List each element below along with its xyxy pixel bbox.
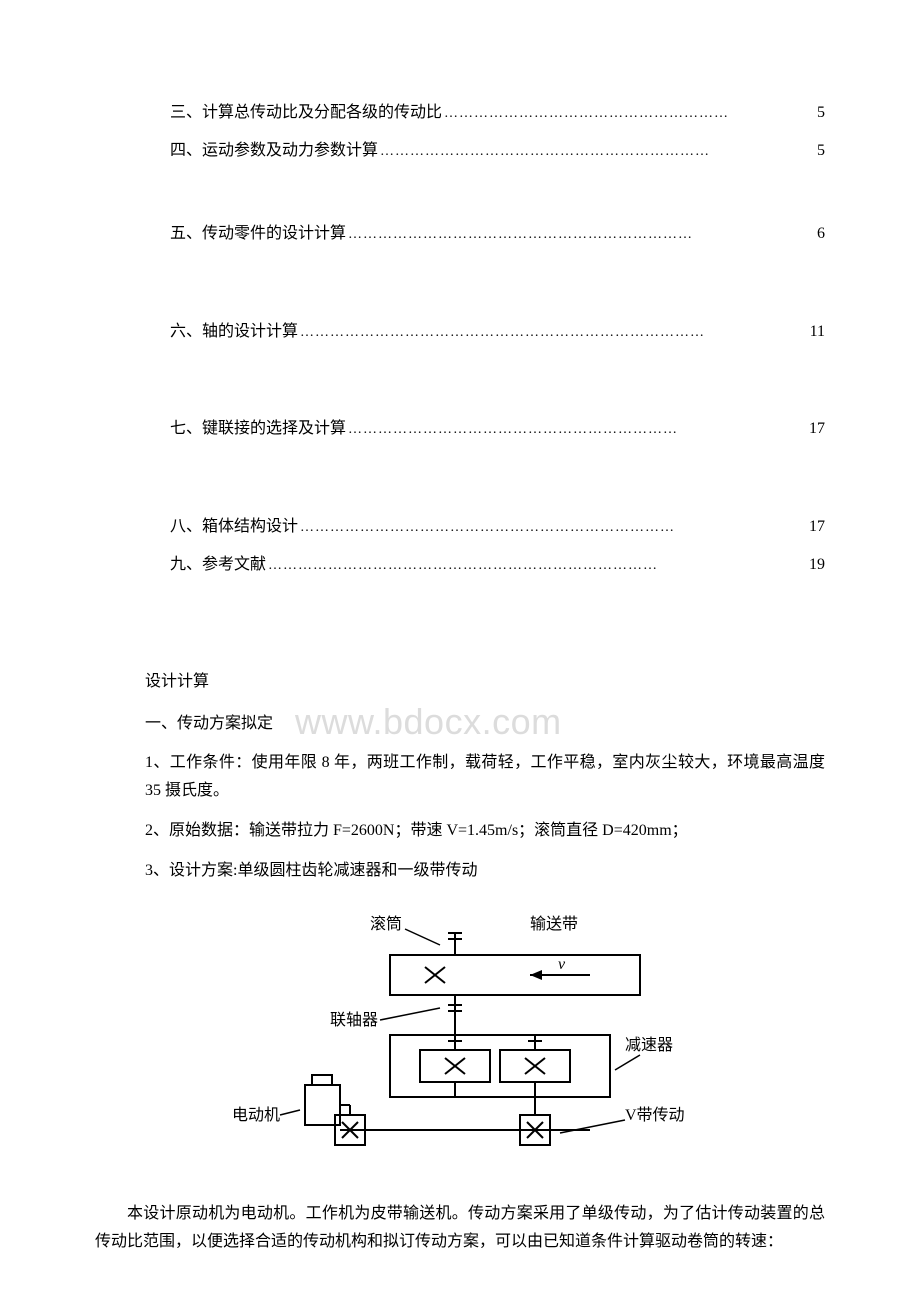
paragraph-4: 本设计原动机为电动机。工作机为皮带输送机。传动方案采用了单级传动，为了估计传动装… (95, 1200, 825, 1256)
toc-item: 四、运动参数及动力参数计算 ………………………………………………………… 5 (170, 138, 825, 164)
label-belt: 输送带 (530, 915, 578, 933)
toc-label: 五、传动零件的设计计算 (170, 221, 346, 247)
toc-dots: …………………………………………………………… (346, 224, 817, 246)
toc-dots: ………………………………………………………………… (298, 517, 809, 539)
p2-text: 2、原始数据：输送带拉力 F=2600N；带速 V=1.45m/s；滚筒直径 D… (145, 822, 688, 839)
design-title: 设计计算 (145, 667, 825, 691)
toc-label: 八、箱体结构设计 (170, 514, 298, 540)
toc-dots: ………………………………………………………… (378, 141, 817, 163)
toc-label: 三、计算总传动比及分配各级的传动比 (170, 100, 442, 126)
label-motor: 电动机 (232, 1106, 280, 1124)
toc-group: 三、计算总传动比及分配各级的传动比 ………………………………………………… 5 … (170, 100, 825, 577)
toc-item: 七、键联接的选择及计算 ………………………………………………………… 17 (170, 416, 825, 442)
diagram-svg: 滚筒 输送带 v 联轴器 减速器 电动机 V带传动 (230, 915, 690, 1175)
paragraph-1: 1、工作条件：使用年限 8 年，两班工作制，载荷轻，工作平稳，室内灰尘较大，环境… (145, 749, 825, 805)
toc-label: 六、轴的设计计算 (170, 319, 298, 345)
toc-dots: ………………………………………………… (442, 103, 817, 125)
toc-label: 四、运动参数及动力参数计算 (170, 138, 378, 164)
label-reducer: 减速器 (625, 1036, 673, 1054)
toc-dots: ……………………………………………………………………… (298, 322, 810, 344)
p3-text: 3、设计方案:单级圆柱齿轮减速器和一级带传动 (145, 862, 477, 879)
toc-item: 三、计算总传动比及分配各级的传动比 ………………………………………………… 5 (170, 100, 825, 126)
paragraph-3: 3、设计方案:单级圆柱齿轮减速器和一级带传动 (145, 857, 825, 885)
p1-text: 1、工作条件：使用年限 8 年，两班工作制，载荷轻，工作平稳，室内灰尘较大，环境… (145, 754, 825, 799)
toc-page: 11 (810, 319, 825, 345)
toc-item: 九、参考文献 …………………………………………………………………… 19 (170, 552, 825, 578)
label-vbelt: V带传动 (625, 1106, 685, 1124)
transmission-diagram: 滚筒 输送带 v 联轴器 减速器 电动机 V带传动 (95, 915, 825, 1175)
paragraph-2: 2、原始数据：输送带拉力 F=2600N；带速 V=1.45m/s；滚筒直径 D… (145, 817, 825, 845)
toc-page: 19 (809, 552, 825, 578)
toc-item: 八、箱体结构设计 ………………………………………………………………… 17 (170, 514, 825, 540)
toc-page: 5 (817, 138, 825, 164)
toc-page: 17 (809, 416, 825, 442)
toc-label: 七、键联接的选择及计算 (170, 416, 346, 442)
label-coupling: 联轴器 (330, 1011, 378, 1029)
p4-text: 本设计原动机为电动机。工作机为皮带输送机。传动方案采用了单级传动，为了估计传动装… (95, 1205, 825, 1250)
toc-page: 5 (817, 100, 825, 126)
label-drum: 滚筒 (370, 915, 402, 933)
label-v: v (558, 956, 566, 973)
section1-title: 一、传动方案拟定 (145, 709, 825, 733)
toc-dots: ………………………………………………………… (346, 419, 809, 441)
toc-page: 6 (817, 221, 825, 247)
toc-page: 17 (809, 514, 825, 540)
toc-item: 六、轴的设计计算 ……………………………………………………………………… 11 (170, 319, 825, 345)
toc-item: 五、传动零件的设计计算 …………………………………………………………… 6 (170, 221, 825, 247)
toc-label: 九、参考文献 (170, 552, 266, 578)
toc-dots: …………………………………………………………………… (266, 555, 809, 577)
